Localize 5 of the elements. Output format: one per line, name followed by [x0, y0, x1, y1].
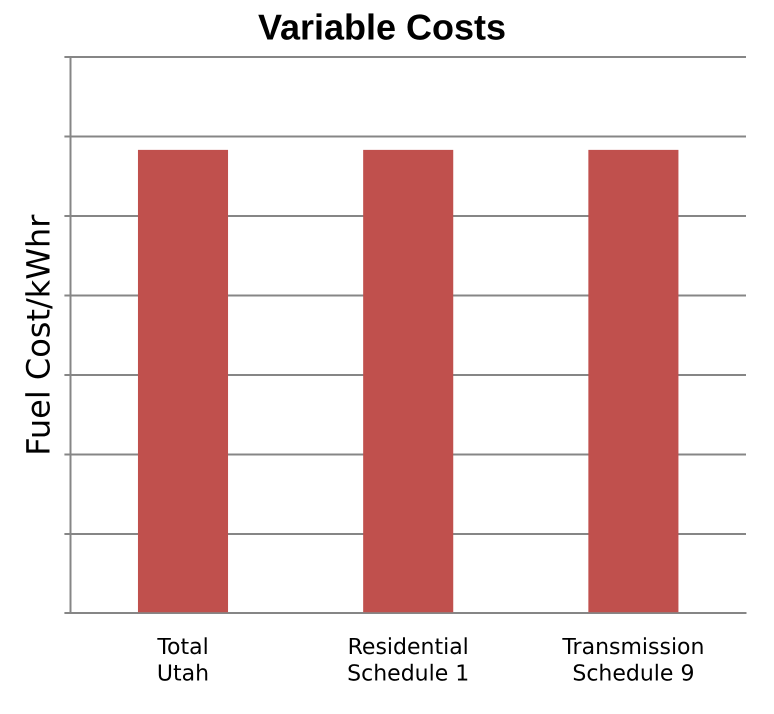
chart-title: Variable Costs: [258, 6, 506, 48]
x-tick-label: Total Utah: [156, 635, 210, 687]
x-tick-label: Transmission Schedule 9: [561, 635, 704, 687]
x-tick-label: Residential Schedule 1: [347, 635, 470, 687]
y-axis-title: Fuel Cost/kWhr: [20, 214, 58, 456]
